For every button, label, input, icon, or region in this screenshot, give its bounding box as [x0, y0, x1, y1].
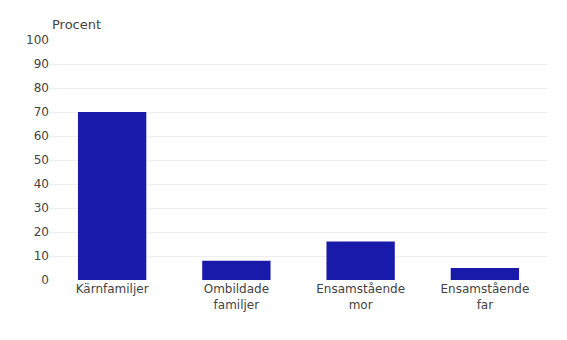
svg-text:Ensamståendefar: Ensamståendefar — [440, 282, 529, 312]
svg-text:70: 70 — [34, 105, 49, 119]
svg-text:Procent: Procent — [52, 17, 101, 32]
svg-text:20: 20 — [34, 225, 49, 239]
svg-text:30: 30 — [34, 201, 49, 215]
svg-text:Ensamståendemor: Ensamståendemor — [316, 282, 405, 312]
svg-text:80: 80 — [34, 81, 49, 95]
svg-text:Ombildadefamiljer: Ombildadefamiljer — [204, 282, 269, 312]
svg-text:Kärnfamiljer: Kärnfamiljer — [76, 282, 149, 296]
svg-text:50: 50 — [34, 153, 49, 167]
svg-text:90: 90 — [34, 57, 49, 71]
svg-text:10: 10 — [34, 249, 49, 263]
svg-text:0: 0 — [41, 273, 49, 287]
svg-text:100: 100 — [26, 33, 49, 47]
svg-text:60: 60 — [34, 129, 49, 143]
svg-text:40: 40 — [34, 177, 49, 191]
